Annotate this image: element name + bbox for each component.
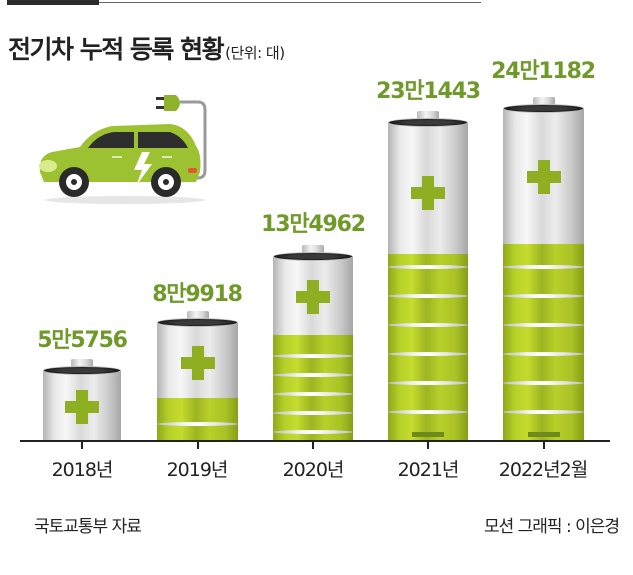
battery-stripe — [273, 354, 353, 358]
battery-charge-level — [503, 244, 584, 440]
plus-icon — [296, 280, 330, 314]
battery-stripe — [388, 323, 468, 327]
plus-icon — [180, 346, 215, 380]
x-label-2018: 2018년 — [51, 459, 114, 481]
battery-stripe — [273, 373, 353, 377]
battery-stripe — [503, 265, 584, 269]
battery-stripe — [503, 294, 584, 298]
battery-rim — [388, 118, 468, 127]
electric-car-icon — [39, 95, 207, 204]
header-rule — [99, 2, 481, 3]
battery-stripe — [388, 410, 468, 414]
bar-2019 — [157, 311, 238, 440]
x-tick — [197, 441, 199, 449]
source-note: 국토교통부 자료 — [34, 517, 142, 537]
battery-charge-level — [273, 335, 353, 440]
battery-stripe — [503, 381, 584, 385]
battery-stripe — [503, 352, 584, 356]
x-label-2020: 2020년 — [282, 459, 345, 481]
battery-stripe — [273, 430, 353, 434]
header-accent-bar — [7, 0, 99, 5]
value-label-2018: 5만5756 — [37, 328, 128, 353]
battery-stripe — [273, 392, 353, 396]
x-label-2022: 2022년2월 — [498, 459, 588, 481]
battery-rim — [43, 366, 121, 375]
battery-stripe — [388, 265, 468, 269]
value-label-2020: 13만4962 — [261, 212, 366, 237]
battery-stripe — [503, 410, 584, 414]
value-label-2021: 23만1443 — [376, 79, 481, 104]
unit-label: (단위: 대) — [225, 44, 285, 62]
x-tick — [543, 441, 545, 449]
battery-stripe — [388, 381, 468, 385]
battery-rim — [503, 104, 584, 113]
battery-charge-level — [157, 398, 238, 440]
battery-stripe — [388, 294, 468, 298]
x-tick — [81, 441, 83, 449]
battery-rim — [157, 318, 238, 327]
graphic-credit: 모션 그래픽 : 이은경 — [483, 517, 620, 537]
plus-icon — [526, 160, 561, 194]
x-tick — [427, 441, 429, 449]
minus-terminal-mark — [412, 432, 444, 437]
x-axis-baseline — [20, 440, 610, 442]
battery-charge-level — [388, 254, 468, 440]
bar-2022 — [503, 97, 584, 440]
bar-2018 — [43, 359, 121, 440]
value-label-2019: 8만9918 — [152, 282, 243, 307]
x-label-2019: 2019년 — [166, 459, 229, 481]
chart-title: 전기차 누적 등록 현황 (단위: 대) — [8, 30, 285, 66]
minus-terminal-mark — [527, 432, 560, 437]
plus-icon — [411, 176, 445, 210]
battery-stripe — [273, 411, 353, 415]
plus-icon — [65, 390, 99, 424]
battery-stripe — [388, 352, 468, 356]
battery-rim — [273, 252, 353, 261]
value-label-2022: 24만1182 — [491, 59, 596, 84]
bar-2021 — [388, 111, 468, 440]
battery-stripe — [503, 323, 584, 327]
x-tick — [312, 441, 314, 449]
battery-stripe — [157, 422, 238, 426]
chart-title-text: 전기차 누적 등록 현황 — [8, 35, 225, 64]
x-label-2021: 2021년 — [397, 459, 460, 481]
bar-2020 — [273, 245, 353, 440]
